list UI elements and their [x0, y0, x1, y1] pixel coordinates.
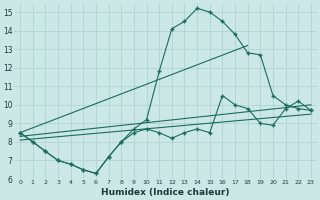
X-axis label: Humidex (Indice chaleur): Humidex (Indice chaleur): [101, 188, 230, 197]
